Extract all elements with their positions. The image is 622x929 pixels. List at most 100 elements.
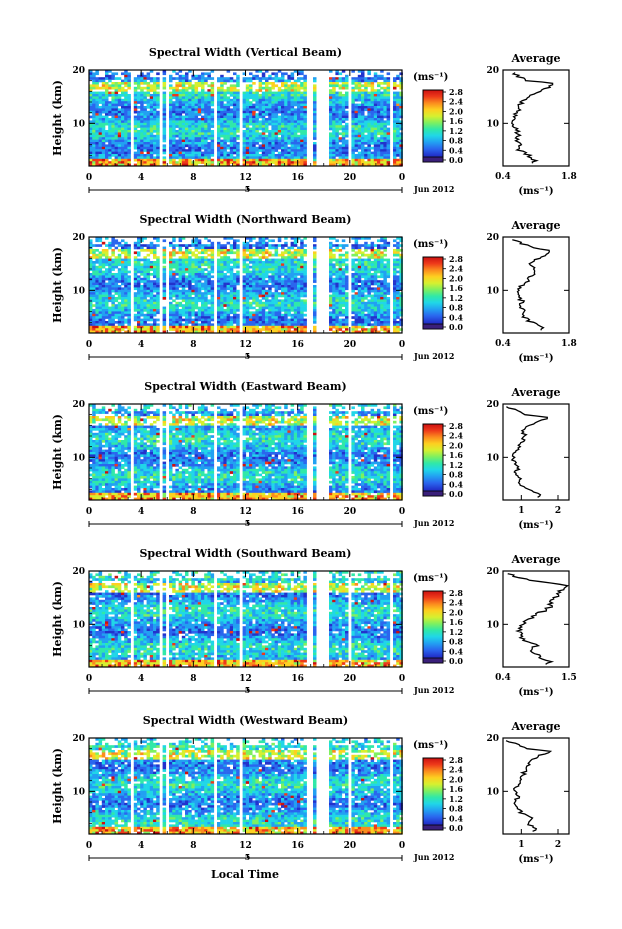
heatmap-cell — [191, 289, 195, 293]
heatmap-cell — [153, 134, 157, 138]
heatmap-cell — [194, 142, 199, 145]
heatmap-cell — [162, 282, 167, 286]
heatmap-cell — [105, 289, 109, 293]
heatmap-cell — [210, 101, 215, 104]
heatmap-cell — [258, 237, 263, 240]
heatmap-cell — [220, 246, 224, 250]
heatmap-cell — [207, 120, 211, 124]
heatmap-cell — [185, 258, 189, 262]
heatmap-cell — [271, 280, 275, 283]
heatmap-cell — [313, 158, 317, 162]
heatmap-cell — [265, 86, 269, 90]
heatmap-cell — [274, 287, 279, 291]
heatmap-cell — [354, 110, 359, 114]
heatmap-cell — [124, 263, 128, 267]
heatmap-cell — [345, 94, 349, 97]
heatmap-cell — [287, 94, 291, 97]
heatmap-cell — [377, 130, 381, 133]
heatmap-cell — [245, 156, 250, 160]
heatmap-cell — [201, 72, 205, 76]
heatmap-cell — [149, 304, 154, 307]
heatmap-cell — [364, 77, 368, 80]
heatmap-cell — [181, 122, 186, 126]
heatmap-cell — [268, 77, 272, 80]
heatmap-cell — [370, 163, 375, 167]
heatmap-cell — [226, 323, 231, 327]
heatmap-cell — [105, 122, 109, 126]
heatmap-cell — [351, 79, 355, 83]
heatmap-cell — [197, 161, 202, 164]
heatmap-cell — [172, 323, 176, 327]
heatmap-cell — [229, 137, 234, 140]
heatmap-cell — [153, 237, 157, 240]
heatmap-cell — [92, 125, 96, 128]
heatmap-cell — [101, 96, 106, 100]
heatmap-cell — [223, 127, 227, 131]
heatmap-cell — [185, 82, 189, 85]
heatmap-cell — [114, 72, 119, 76]
heatmap-cell — [98, 330, 103, 334]
heatmap-cell — [175, 108, 179, 112]
heatmap-cell — [300, 98, 304, 102]
heatmap-cell — [117, 156, 122, 160]
heatmap-cell — [249, 306, 253, 310]
heatmap-cell — [245, 91, 250, 95]
heatmap-cell — [258, 261, 263, 264]
heatmap-cell — [258, 265, 263, 269]
heatmap-cell — [338, 115, 343, 119]
heatmap-cell — [98, 265, 103, 269]
heatmap-cell — [188, 294, 192, 298]
heatmap-cell — [121, 110, 125, 114]
heatmap-cell — [117, 146, 122, 150]
heatmap-cell — [229, 120, 234, 124]
heatmap-cell — [396, 120, 400, 124]
heatmap-cell — [105, 84, 109, 88]
heatmap-cell — [229, 249, 234, 252]
heatmap-cell — [162, 72, 167, 76]
heatmap-cell — [127, 122, 131, 126]
heatmap-cell — [249, 84, 253, 88]
heatmap-cell — [124, 74, 128, 78]
heatmap-cell — [114, 91, 119, 95]
heatmap-cell — [364, 163, 368, 167]
heatmap-cell — [332, 149, 336, 152]
heatmap-cell — [140, 273, 144, 276]
heatmap-cell — [194, 328, 199, 331]
heatmap-cell — [217, 311, 221, 315]
heatmap-cell — [249, 130, 253, 133]
heatmap-cell — [89, 108, 93, 112]
heatmap-cell — [197, 127, 202, 131]
heatmap-cell — [121, 118, 125, 121]
heatmap-cell — [191, 299, 195, 303]
heatmap-cell — [351, 86, 355, 90]
heatmap-cell — [242, 316, 247, 319]
heatmap-cell — [98, 96, 103, 100]
heatmap-cell — [117, 244, 122, 247]
heatmap-cell — [361, 125, 365, 128]
heatmap-cell — [92, 265, 96, 269]
heatmap-cell — [89, 149, 93, 152]
heatmap-cell — [284, 132, 288, 136]
heatmap-cell — [169, 151, 173, 155]
heatmap-cell — [290, 82, 295, 85]
heatmap-cell — [290, 120, 295, 124]
heatmap-cell — [181, 110, 186, 114]
heatmap-cell — [181, 309, 186, 312]
heatmap-cell — [293, 127, 298, 131]
heatmap-cell — [101, 106, 106, 109]
heatmap-cell — [329, 156, 333, 160]
heatmap-cell — [162, 256, 167, 259]
heatmap-cell — [277, 265, 282, 269]
heatmap-cell — [261, 280, 266, 283]
heatmap-cell — [137, 282, 141, 286]
heatmap-cell — [393, 142, 397, 145]
heatmap-cell — [169, 321, 173, 324]
heatmap-cell — [121, 318, 125, 322]
heatmap-cell — [201, 287, 205, 291]
heatmap-cell — [223, 280, 227, 283]
heatmap-cell — [178, 108, 183, 112]
heatmap-cell — [313, 163, 317, 167]
heatmap-cell — [185, 323, 189, 327]
heatmap-cell — [393, 146, 397, 150]
heatmap-cell — [169, 294, 173, 298]
